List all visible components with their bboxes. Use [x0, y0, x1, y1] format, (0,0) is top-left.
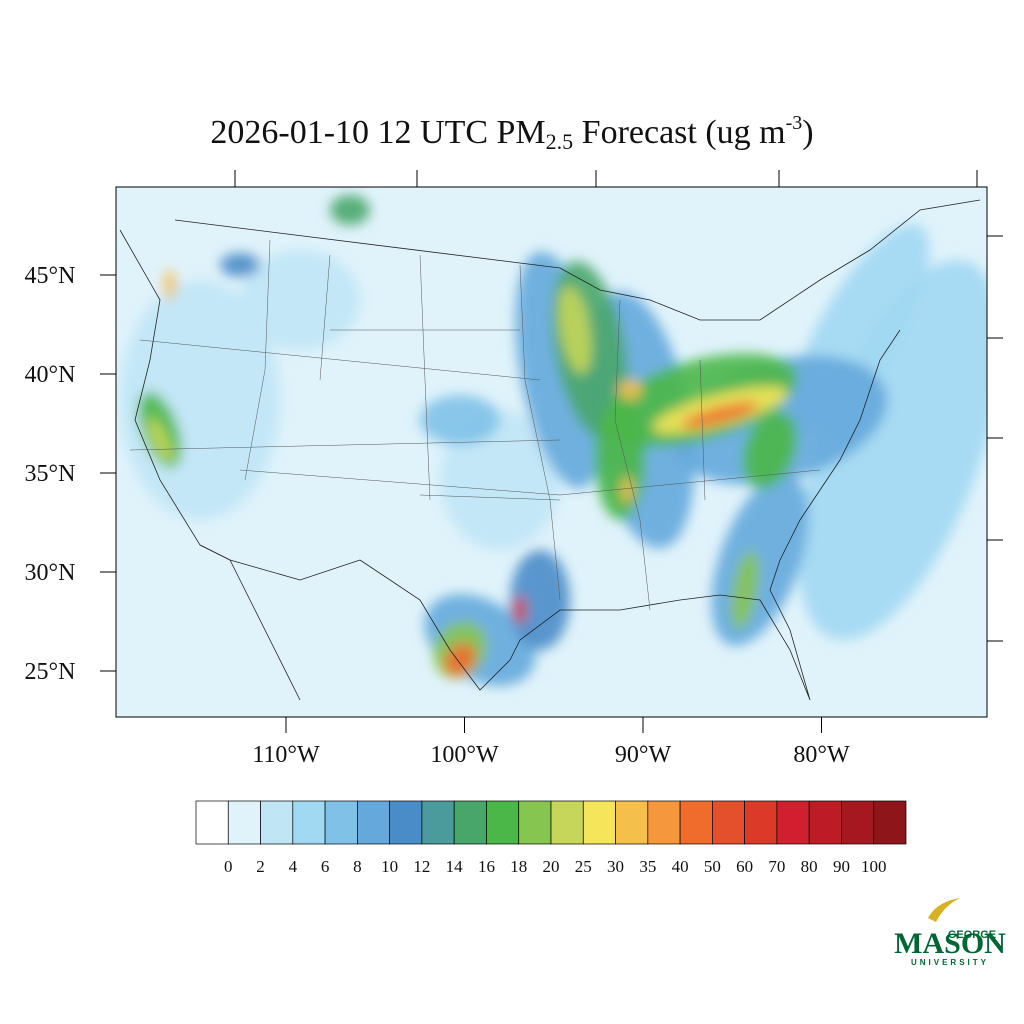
colorbar-box — [421, 800, 455, 845]
colorbar-label: 0 — [224, 857, 233, 876]
colorbar-box — [776, 800, 810, 845]
colorbar-label: 6 — [321, 857, 330, 876]
colorbar-box — [357, 800, 390, 845]
concentration-blob — [147, 417, 173, 463]
logo-top: GEORGE — [948, 929, 996, 941]
concentration-blob — [240, 250, 360, 350]
colorbar-box — [615, 800, 649, 845]
colorbar-box — [292, 800, 326, 845]
concentration-blob — [330, 195, 370, 225]
lon-label: 80°W — [793, 742, 850, 768]
concentration-blob — [742, 411, 798, 489]
logo: GEORGE MASON UNIVERSITY — [894, 898, 1006, 967]
map-boundaries — [119, 199, 981, 701]
colorbar-label: 100 — [861, 857, 887, 876]
title-text: 2026-01-10 12 UTC PM — [210, 114, 546, 151]
field-blobs — [120, 195, 987, 686]
map-field — [116, 187, 987, 717]
concentration-blob — [440, 410, 560, 550]
colorbar-box — [712, 800, 745, 845]
concentration-blob — [420, 395, 500, 445]
colorbar-box — [582, 800, 616, 845]
frame-ticks — [234, 170, 1003, 642]
colorbar-box — [744, 800, 778, 845]
colorbar-label: 10 — [381, 857, 398, 876]
colorbar-box — [486, 800, 520, 845]
concentration-blob — [681, 402, 759, 428]
lat-label: 35°N — [25, 461, 76, 487]
concentration-blob — [618, 380, 642, 400]
concentration-blob — [621, 476, 633, 504]
lon-label: 100°W — [430, 742, 499, 768]
concentration-blob — [558, 285, 592, 375]
colorbar-box — [227, 800, 261, 845]
logo-bottom: UNIVERSITY — [911, 958, 989, 967]
colorbar-label: 40 — [672, 857, 689, 876]
coastline — [359, 329, 901, 701]
concentration-blob — [514, 596, 526, 624]
colorbar-label: 25 — [575, 857, 592, 876]
colorbar-label: 60 — [736, 857, 753, 876]
logo-swoosh — [928, 898, 960, 922]
colorbar-box — [550, 800, 584, 845]
colorbar-box — [841, 800, 875, 845]
colorbar-label: 8 — [353, 857, 362, 876]
concentration-blob — [595, 400, 645, 520]
colorbar-label: 16 — [478, 857, 495, 876]
colorbar-label: 80 — [801, 857, 818, 876]
lat-label: 40°N — [25, 362, 76, 388]
colorbar-box — [324, 800, 358, 845]
title-superscript: -3 — [785, 112, 803, 134]
coastline — [119, 229, 301, 701]
colorbar-label: 20 — [543, 857, 560, 876]
colorbar-label: 4 — [289, 857, 298, 876]
lat-label: 30°N — [25, 560, 76, 586]
title-subscript: 2.5 — [545, 129, 574, 154]
colorbar-label: 2 — [256, 857, 265, 876]
colorbar-box — [389, 800, 423, 845]
concentration-blob — [164, 270, 176, 300]
title: 2026-01-10 12 UTC PM2.5 Forecast (ug m-3… — [0, 112, 1024, 155]
concentration-blob — [510, 550, 570, 650]
title-text: Forecast (ug m — [573, 114, 786, 151]
lat-label: 45°N — [25, 263, 76, 289]
colorbar-box — [873, 800, 907, 845]
colorbar-label: 35 — [639, 857, 656, 876]
colorbar-box — [260, 800, 294, 845]
lon-label: 90°W — [615, 742, 672, 768]
border — [199, 544, 361, 581]
colorbar-label: 90 — [833, 857, 850, 876]
logo-main: MASON — [894, 927, 1006, 960]
colorbar-label: 70 — [768, 857, 785, 876]
lat-label: 25°N — [25, 659, 76, 685]
colorbar-label: 18 — [510, 857, 527, 876]
colorbar-label: 30 — [607, 857, 624, 876]
colorbar-box — [518, 800, 552, 845]
colorbar-box — [808, 800, 842, 845]
border — [174, 199, 981, 321]
title-text: ) — [802, 114, 814, 151]
colorbar-box — [453, 800, 487, 845]
map-frame — [115, 186, 988, 718]
concentration-blob — [220, 253, 260, 277]
colorbar-box — [679, 800, 713, 845]
colorbar-box — [647, 800, 681, 845]
concentration-blob — [444, 643, 476, 677]
colorbar-label: 14 — [446, 857, 464, 876]
concentration-blob — [798, 260, 987, 640]
colorbar-label: 12 — [413, 857, 430, 876]
lon-label: 110°W — [252, 742, 320, 768]
concentration-blob — [731, 550, 759, 630]
colorbar-label: 50 — [704, 857, 721, 876]
colorbar-box — [195, 800, 229, 845]
